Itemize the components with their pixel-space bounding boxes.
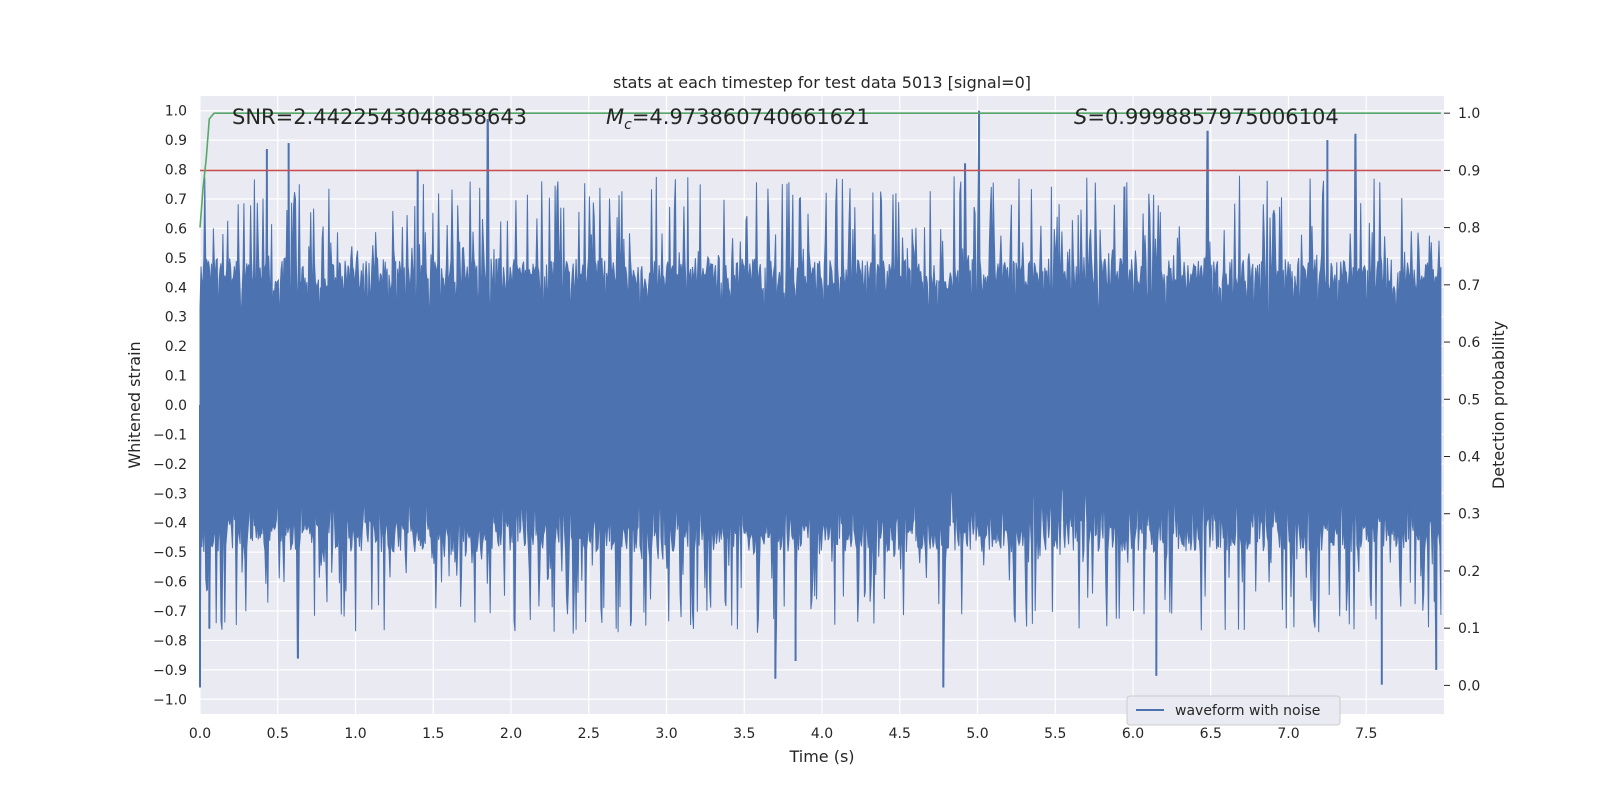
x-tick-label: 3.5	[733, 726, 755, 742]
y-tick-label-right: 0.6	[1458, 335, 1480, 351]
x-tick-label: 3.0	[655, 726, 677, 742]
chirp-mass-symbol: M	[606, 105, 624, 129]
x-tick-label: 1.0	[344, 726, 366, 742]
y-tick-label-left: 0.9	[165, 133, 187, 149]
probability-series	[199, 112, 1441, 228]
y-tick-label-left: −0.9	[153, 663, 187, 679]
y-tick-label-left: 0.5	[165, 251, 187, 267]
y-tick-label-left: 0.7	[165, 192, 187, 208]
snr-annotation: SNR=2.4422543048858643	[232, 105, 527, 129]
x-tick-label: 6.0	[1122, 726, 1144, 742]
y-tick-label-left: −0.2	[153, 457, 187, 473]
y-tick-label-left: −0.5	[153, 545, 187, 561]
score-value: =0.9998857975006104	[1087, 105, 1338, 129]
y-tick-label-right: 0.0	[1458, 678, 1480, 694]
y-tick-label-right: 0.3	[1458, 507, 1480, 523]
x-axis-ticks: 0.0 0.5 1.0 1.5 2.0 2.5 3.0 3.5 4.0 4.5 5.0 5.5 6.0 6…	[189, 726, 1378, 742]
y-tick-label-left: −0.1	[153, 427, 187, 443]
y-tick-label-left: 0.3	[165, 310, 187, 326]
x-axis-label: Time (s)	[788, 747, 854, 766]
x-tick-label: 5.0	[966, 726, 988, 742]
legend: waveform with noise	[1126, 695, 1341, 726]
y-tick-label-left: −0.8	[153, 633, 187, 649]
y-tick-label-right: 0.2	[1458, 564, 1480, 580]
chirp-mass-annotation: Mc=4.973860740661621	[606, 105, 870, 133]
y-axis-left-ticks: 1.0 0.9 0.8 0.7 0.6 0.5 0.4 0.3 0.2 0.1 0.0 −0.1 −0.…	[153, 104, 187, 709]
y-tick-label-left: −0.3	[153, 486, 187, 502]
y-tick-label-right: 0.5	[1458, 392, 1480, 408]
chirp-mass-subscript: c	[624, 117, 632, 133]
y-tick-label-left: 1.0	[165, 104, 187, 120]
y-tick-label-left: −1.0	[153, 692, 187, 708]
detection-probability-line	[199, 112, 1441, 228]
score-annotation: S=0.9998857975006104	[1074, 105, 1339, 129]
y-tick-label-left: −0.6	[153, 575, 187, 591]
x-tick-label: 5.5	[1044, 726, 1066, 742]
x-tick-label: 4.0	[811, 726, 833, 742]
x-tick-label: 6.5	[1200, 726, 1222, 742]
legend-box	[1126, 695, 1341, 726]
y-axis-right-ticks: 1.0 0.9 0.8 0.7 0.6 0.5 0.4 0.3 0.2 0.1 0.0	[1444, 106, 1480, 694]
x-tick-label: 1.5	[422, 726, 444, 742]
y-tick-label-left: 0.1	[165, 369, 187, 385]
chart-title: stats at each timestep for test data 501…	[613, 73, 1031, 92]
y-axis-right-label: Detection probability	[1489, 321, 1508, 489]
y-tick-label-right: 0.9	[1458, 163, 1480, 179]
y-tick-label-right: 0.1	[1458, 621, 1480, 637]
y-tick-label-left: 0.8	[165, 163, 187, 179]
y-tick-label-left: −0.4	[153, 516, 187, 532]
y-tick-label-left: 0.2	[165, 339, 187, 355]
y-tick-label-left: 0.4	[165, 280, 187, 296]
y-tick-label-right: 0.8	[1458, 221, 1480, 237]
y-axis-left-label: Whitened strain	[125, 341, 144, 468]
x-tick-label: 0.5	[267, 726, 289, 742]
y-tick-label-right: 0.4	[1458, 450, 1480, 466]
chirp-mass-value: =4.973860740661621	[632, 105, 870, 129]
y-tick-label-left: 0.6	[165, 221, 187, 237]
x-tick-label: 0.0	[189, 726, 211, 742]
x-tick-label: 4.5	[889, 726, 911, 742]
y-tick-label-right: 0.7	[1458, 278, 1480, 294]
score-symbol: S	[1074, 105, 1087, 129]
legend-label-waveform: waveform with noise	[1175, 703, 1320, 719]
x-tick-label: 2.0	[500, 726, 522, 742]
y-tick-label-left: −0.7	[153, 604, 187, 620]
x-tick-label: 2.5	[578, 726, 600, 742]
x-tick-label: 7.5	[1355, 726, 1377, 742]
waveform-series	[199, 110, 1442, 688]
x-tick-label: 7.0	[1277, 726, 1299, 742]
y-tick-label-right: 1.0	[1458, 106, 1480, 122]
waveform-line	[199, 110, 1442, 688]
y-tick-label-left: 0.0	[165, 398, 187, 414]
